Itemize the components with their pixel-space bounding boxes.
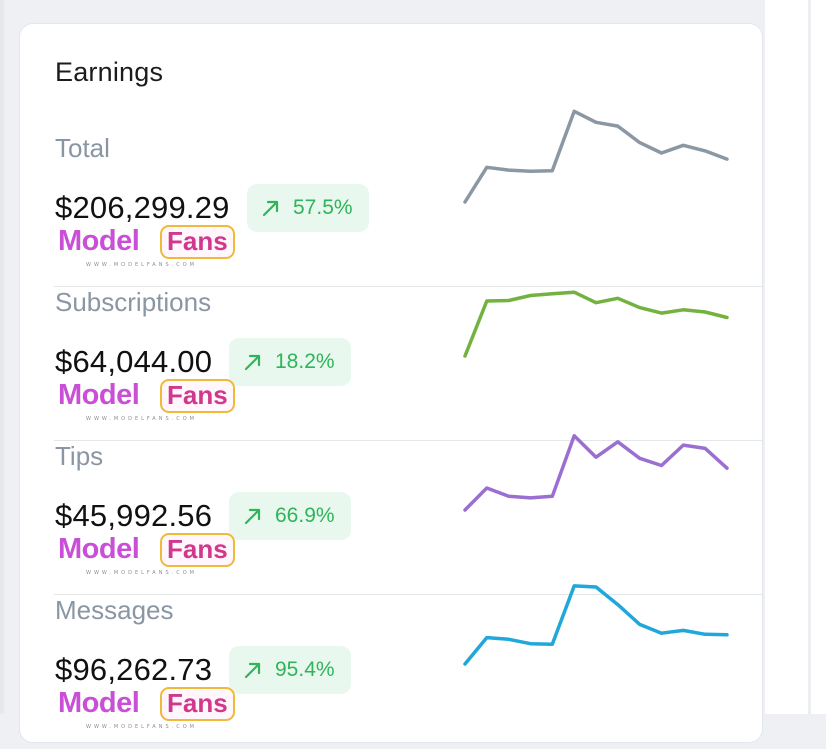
change-value: 18.2% [275, 350, 335, 373]
logo-fans-text: Fans [160, 379, 235, 413]
change-badge: 18.2% [229, 338, 351, 386]
modelfans-watermark: Model Fans WWW.MODELFANS.COM [58, 687, 235, 730]
trend-sparkline [463, 434, 729, 512]
modelfans-watermark: Model Fans WWW.MODELFANS.COM [58, 225, 235, 268]
row-amount: $96,262.73 [55, 652, 213, 687]
change-badge: 95.4% [229, 646, 351, 694]
logo-model-text: Model [58, 225, 140, 257]
card-title: Earnings [55, 57, 164, 87]
logo-url-text: WWW.MODELFANS.COM [86, 724, 197, 730]
row-amount: $45,992.56 [55, 498, 213, 533]
row-label: Subscriptions [55, 287, 212, 317]
change-value: 95.4% [275, 658, 335, 681]
row-divider [54, 440, 762, 441]
logo-fans-text: Fans [160, 225, 235, 259]
change-value: 57.5% [293, 196, 353, 219]
scroll-gutter [765, 0, 826, 714]
row-label: Tips [55, 441, 104, 471]
row-label: Messages [55, 595, 174, 625]
arrow-up-right-icon [244, 354, 261, 371]
page-edge [0, 0, 4, 714]
earnings-row-subscriptions[interactable]: Subscriptions $64,044.00 18.2% Model Fan… [20, 287, 762, 441]
row-amount: $206,299.29 [55, 190, 230, 225]
modelfans-watermark: Model Fans WWW.MODELFANS.COM [58, 533, 235, 576]
change-value: 66.9% [275, 504, 335, 527]
logo-url-text: WWW.MODELFANS.COM [86, 570, 197, 576]
logo-model-text: Model [58, 533, 140, 565]
arrow-up-right-icon [262, 200, 279, 217]
earnings-card: Earnings Total $206,299.29 57.5% Model F… [19, 23, 763, 743]
row-divider [54, 594, 762, 595]
arrow-up-right-icon [244, 662, 261, 679]
trend-sparkline [463, 290, 729, 358]
logo-fans-text: Fans [160, 687, 235, 721]
logo-model-text: Model [58, 687, 140, 719]
trend-line [463, 584, 729, 666]
trend-sparkline [463, 584, 729, 666]
logo-url-text: WWW.MODELFANS.COM [86, 262, 197, 268]
change-badge: 66.9% [229, 492, 351, 540]
row-divider [54, 286, 762, 287]
earnings-row-messages[interactable]: Messages $96,262.73 95.4% Model Fans WWW… [20, 584, 762, 749]
row-label: Total [55, 133, 110, 163]
logo-model-text: Model [58, 379, 140, 411]
trend-line [463, 290, 729, 358]
row-amount: $64,044.00 [55, 344, 213, 379]
change-badge: 57.5% [247, 184, 369, 232]
earnings-row-tips[interactable]: Tips $45,992.56 66.9% Model Fans WWW.MOD… [20, 434, 762, 595]
modelfans-watermark: Model Fans WWW.MODELFANS.COM [58, 379, 235, 422]
trend-line [463, 109, 729, 204]
arrow-up-right-icon [244, 508, 261, 525]
logo-url-text: WWW.MODELFANS.COM [86, 416, 197, 422]
trend-line [463, 434, 729, 512]
trend-sparkline [463, 109, 729, 204]
earnings-row-total[interactable]: Total $206,299.29 57.5% Model Fans WWW.M… [20, 109, 762, 287]
logo-fans-text: Fans [160, 533, 235, 567]
